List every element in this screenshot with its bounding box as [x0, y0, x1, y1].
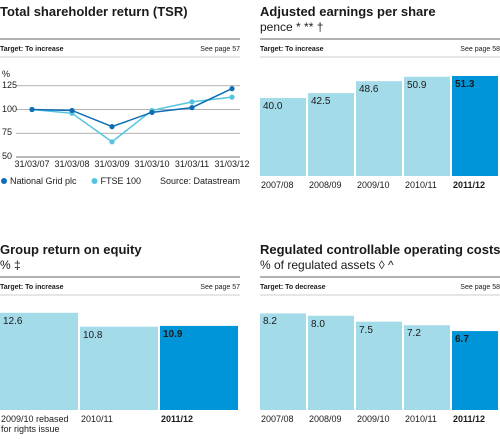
legend-label: National Grid plc [10, 176, 77, 186]
bar [404, 325, 450, 410]
bar [452, 331, 498, 410]
chart-subtitle: pence * ** † [260, 20, 324, 34]
value-label: 10.8 [83, 329, 103, 341]
legend-marker [91, 178, 98, 184]
chart-title: Group return on equity [0, 242, 142, 257]
data-point [149, 109, 155, 115]
target: Target: To decrease [260, 284, 326, 291]
data-point [109, 124, 115, 130]
value-label: 42.5 [311, 96, 331, 108]
y-tick-label: 100 [2, 103, 18, 114]
target: Target: To increase [0, 284, 64, 291]
data-point [189, 105, 195, 111]
see-page: See page 58 [460, 284, 500, 291]
x-tick-label: 2007/08 [261, 414, 294, 424]
bar [308, 315, 354, 410]
x-tick-label: 2008/09 [309, 180, 342, 190]
x-tick-label: 2008/09 [309, 414, 342, 424]
value-label: 7.2 [407, 328, 421, 340]
see-page: See page 57 [200, 284, 240, 291]
x-tick-label: 2009/10 [357, 180, 390, 190]
chart-subtitle: % of regulated assets ◊ ^ [260, 258, 394, 272]
bar [404, 76, 450, 176]
y-axis-label: % [2, 69, 11, 79]
x-tick-label: 31/03/10 [134, 159, 170, 169]
target: Target: To increase [260, 46, 324, 53]
data-point [109, 139, 115, 145]
data-point [229, 86, 235, 92]
target: Target: To increase [0, 46, 64, 53]
see-page: See page 57 [200, 46, 240, 53]
x-tick-label: 2010/11 [81, 414, 113, 424]
chart-subtitle: % ‡ [0, 258, 21, 272]
x-tick-label: 2007/08 [261, 180, 294, 190]
bar [160, 325, 238, 410]
x-tick-label: 2009/10 [357, 414, 390, 424]
x-tick-label: 31/03/11 [174, 159, 210, 169]
chart-title: Regulated controllable operating costs [260, 242, 500, 257]
x-tick-label: 2010/11 [405, 414, 437, 424]
see-page: See page 58 [460, 46, 500, 53]
data-point [69, 107, 75, 114]
value-label: 8.0 [311, 318, 325, 330]
value-label: 6.7 [455, 334, 469, 346]
value-label: 12.6 [3, 315, 23, 327]
value-label: 10.9 [163, 328, 183, 340]
value-label: 51.3 [455, 78, 475, 90]
x-tick-label: 2011/12 [453, 180, 486, 190]
bar [356, 321, 402, 410]
series-line [31, 87, 233, 128]
legend-label: FTSE 100 [100, 176, 142, 186]
x-tick-label: 2011/12 [453, 414, 486, 424]
value-label: 50.9 [407, 79, 427, 91]
x-tick-label: 31/03/08 [54, 159, 90, 169]
y-tick-label: 75 [2, 127, 13, 138]
chart-title: Total shareholder return (TSR) [0, 4, 188, 19]
bar [80, 326, 158, 410]
bar [0, 312, 78, 410]
y-tick-label: 125 [2, 79, 18, 90]
y-tick-label: 50 [2, 151, 13, 161]
bar [260, 98, 306, 176]
x-tick-label: 2009/10 rebased for rights issue [1, 414, 69, 434]
bar [260, 313, 306, 410]
bar [356, 81, 402, 176]
legend-marker [1, 178, 7, 184]
x-tick-label: 31/03/07 [14, 159, 50, 169]
x-tick-label: 2011/12 [161, 414, 194, 424]
data-point [29, 106, 35, 113]
x-tick-label: 31/03/09 [94, 159, 130, 169]
value-label: 8.2 [263, 316, 277, 328]
value-label: 7.5 [359, 324, 373, 336]
chart-title: Adjusted earnings per share [260, 4, 436, 19]
data-point [229, 94, 235, 100]
series-line [31, 96, 233, 143]
x-tick-label: 2010/11 [405, 180, 437, 190]
source: Source: Datastream [159, 176, 240, 186]
x-tick-label: 31/03/12 [214, 159, 250, 169]
bar [308, 93, 354, 176]
value-label: 40.0 [263, 101, 283, 112]
bar [452, 75, 498, 176]
value-label: 48.6 [359, 84, 379, 96]
data-point [189, 99, 195, 105]
